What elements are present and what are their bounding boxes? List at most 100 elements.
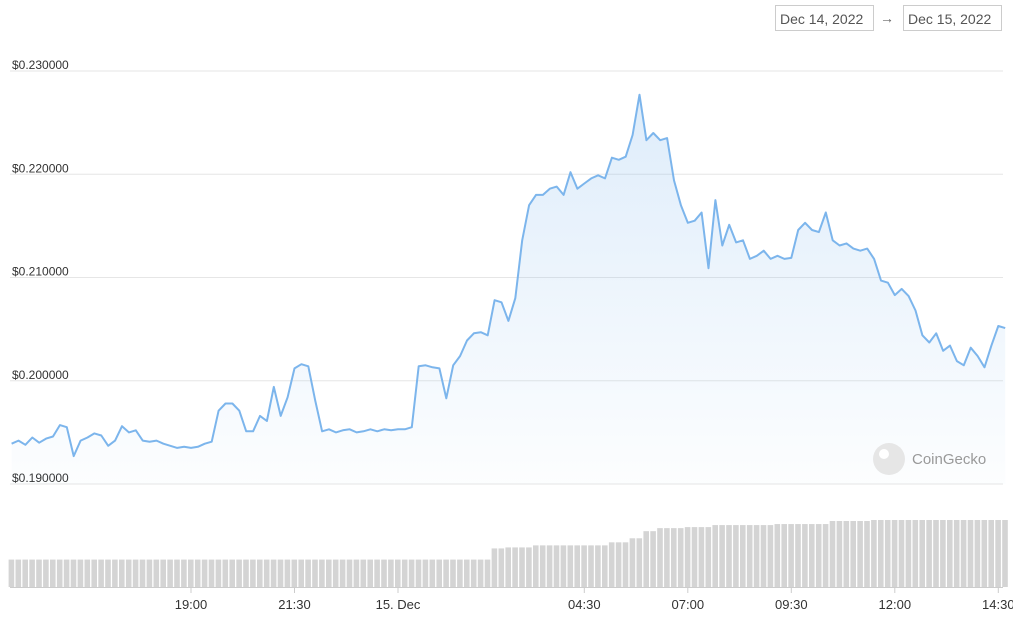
volume-bar <box>15 559 22 587</box>
volume-bar <box>84 559 91 587</box>
volume-bar <box>429 559 436 587</box>
volume-bar <box>753 525 760 587</box>
watermark: CoinGecko <box>912 451 986 468</box>
volume-bar <box>650 531 656 587</box>
volume-bar <box>194 559 201 587</box>
x-tick-label: 14:30 <box>982 597 1013 612</box>
volume-bar <box>671 528 677 587</box>
volume-bar <box>781 524 787 587</box>
volume-bar <box>408 559 415 587</box>
volume-bar <box>339 559 346 587</box>
volume-bar <box>484 559 491 587</box>
volume-bar <box>374 559 380 587</box>
price-line <box>11 93 1006 458</box>
volume-bar <box>664 528 670 587</box>
volume-bar <box>464 559 470 587</box>
volume-bar <box>491 548 498 587</box>
volume-bar <box>450 559 456 587</box>
volume-bar <box>401 559 408 587</box>
volume-bar <box>698 527 705 587</box>
volume-bar <box>746 525 753 587</box>
volume-bar <box>740 525 746 587</box>
volume-bar <box>243 559 249 587</box>
volume-bar <box>277 559 284 587</box>
volume-bar <box>132 559 139 587</box>
volume-bar <box>326 559 332 587</box>
volume-bar <box>857 521 863 587</box>
volume-bar <box>415 559 422 587</box>
x-tick-label: 15. Dec <box>376 597 421 612</box>
volume-bar <box>236 559 242 587</box>
volume-bar <box>843 521 850 587</box>
date-from[interactable]: Dec 14, 2022 <box>775 5 874 31</box>
volume-bar <box>850 521 856 587</box>
volume-bar <box>809 524 815 587</box>
volume-bar <box>105 559 111 587</box>
volume-bar <box>250 559 256 587</box>
volume-bar <box>332 559 339 587</box>
volume-bar <box>319 559 325 587</box>
volume-bar <box>70 559 77 587</box>
y-tick-label: $0.230000 <box>12 58 69 72</box>
volume-bar <box>898 520 905 587</box>
volume-bar <box>602 545 608 587</box>
volume-bar <box>512 547 518 587</box>
volume-bar <box>298 559 304 587</box>
volume-bar <box>167 559 173 587</box>
volume-bar <box>201 559 208 587</box>
y-tick-label: $0.210000 <box>12 265 69 279</box>
x-tick-label: 21:30 <box>278 597 311 612</box>
volume-bar <box>257 559 263 587</box>
volume-bar <box>567 545 574 587</box>
volume-bar <box>181 559 187 587</box>
volume-bar <box>539 545 546 587</box>
volume-bar <box>498 548 505 587</box>
volume-bar <box>636 538 643 587</box>
volume-bar <box>774 524 781 587</box>
volume-bar <box>36 559 42 587</box>
volume-bar <box>519 547 525 587</box>
volume-bar <box>588 545 594 587</box>
volume-bar <box>533 545 539 587</box>
volume-bar <box>988 520 994 587</box>
volume-bar <box>657 528 663 587</box>
volume-bar <box>677 528 684 587</box>
volume-bar <box>50 559 56 587</box>
volume-bar <box>691 527 698 587</box>
volume-bar <box>788 524 794 587</box>
volume-bar <box>960 520 967 587</box>
volume-bar <box>422 559 429 587</box>
volume-bar <box>919 520 925 587</box>
volume-bar <box>871 520 877 587</box>
volume-bar <box>719 525 725 587</box>
volume-bar <box>947 520 953 587</box>
volume-bar <box>63 559 70 587</box>
volume-bar <box>926 520 932 587</box>
volume-bar <box>905 520 912 587</box>
watermark-logo <box>873 443 905 475</box>
volume-bar <box>726 525 732 587</box>
volume-bar <box>208 559 215 587</box>
volume-bar <box>505 547 511 587</box>
volume-bar <box>153 559 160 587</box>
volume-bar <box>822 524 829 587</box>
volume-bar <box>829 521 836 587</box>
volume-bar <box>836 521 843 587</box>
volume-bar <box>360 559 367 587</box>
volume-bar <box>312 559 318 587</box>
volume-bar <box>388 559 394 587</box>
x-tick-label: 12:00 <box>879 597 912 612</box>
volume-bar <box>174 559 180 587</box>
volume-bar <box>581 545 587 587</box>
volume-bar <box>995 520 1001 587</box>
volume-bar <box>1002 520 1008 587</box>
volume-bar <box>795 524 801 587</box>
date-to[interactable]: Dec 15, 2022 <box>903 5 1002 31</box>
volume-bar <box>215 559 222 587</box>
x-tick-label: 19:00 <box>175 597 208 612</box>
volume-bar <box>553 545 560 587</box>
volume-bar <box>125 559 132 587</box>
x-tick-label: 04:30 <box>568 597 601 612</box>
volume-bar <box>8 559 15 587</box>
